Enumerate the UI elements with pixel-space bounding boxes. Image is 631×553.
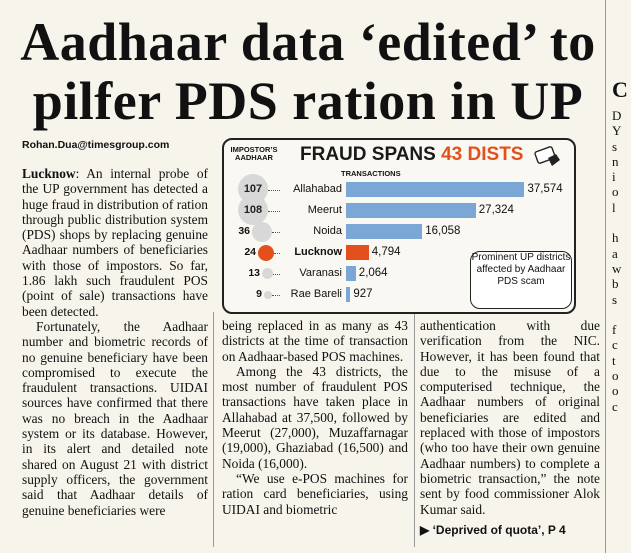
transactions-header: TRANSACTIONS xyxy=(341,169,401,178)
paragraph: Among the 43 districts, the most number … xyxy=(222,363,408,471)
headline-line2: pilfer PDS ration in UP xyxy=(32,71,584,131)
district-label: Rae Bareli xyxy=(290,288,342,300)
transaction-bar xyxy=(346,245,369,260)
connector-line xyxy=(268,210,280,212)
paragraph: “We use e-POS machines for ration card b… xyxy=(222,470,408,517)
adjacent-article-letter: f xyxy=(612,322,617,338)
column-rule xyxy=(605,0,606,553)
byline: Rohan.Dua@timesgroup.com xyxy=(22,139,170,151)
district-label: Lucknow xyxy=(294,246,342,258)
impostor-count-label: 13 xyxy=(248,267,260,279)
adjacent-article-letter xyxy=(612,307,631,322)
district-label: Varanasi xyxy=(299,267,342,279)
adjacent-article-letter: n xyxy=(612,153,619,169)
transaction-bar xyxy=(346,287,351,302)
adjacent-article-letter xyxy=(612,215,631,230)
dateline: Lucknow xyxy=(22,166,76,181)
transaction-bar xyxy=(346,203,476,218)
chart-title: FRAUD SPANS 43 DISTS xyxy=(300,144,524,165)
adjacent-article-letter: i xyxy=(612,169,616,185)
column-rule xyxy=(414,312,415,547)
adjacent-article-letter: s xyxy=(612,138,618,154)
adjacent-article-letter: o xyxy=(612,368,619,384)
column-3: authentication with due verification fro… xyxy=(420,318,600,538)
column-1: Lucknow: An internal probe of the UP gov… xyxy=(22,166,208,518)
transaction-bar xyxy=(346,224,423,239)
headline-line1: Aadhaar data ‘edited’ to xyxy=(20,12,596,72)
chart-note: Prominent UP districts affected by Aadha… xyxy=(470,251,572,309)
adjacent-article-letter: Y xyxy=(612,123,622,139)
transaction-value-label: 4,794 xyxy=(371,246,401,258)
chart-area: Allahabad 37,574 107 Meerut 27,324 108 Noida 16… xyxy=(224,140,574,312)
connector-line xyxy=(272,231,280,233)
adjacent-article-letter: a xyxy=(612,245,618,261)
impostor-count-bubble xyxy=(264,290,272,299)
arrow-icon: ▶ xyxy=(420,522,430,537)
column-rule xyxy=(213,312,214,547)
impostor-count-bubble xyxy=(252,221,272,242)
adjacent-article-letter: C xyxy=(612,82,628,102)
paragraph: authentication with due verification fro… xyxy=(420,318,600,517)
impostor-count-bubble xyxy=(262,268,273,279)
connector-line xyxy=(268,189,280,191)
paragraph: Lucknow: An internal probe of the UP gov… xyxy=(22,166,208,319)
connector-line xyxy=(273,273,280,275)
ration-card-icon xyxy=(532,144,562,168)
adjacent-article-letter: t xyxy=(612,352,616,368)
adjacent-article-letter: b xyxy=(612,276,619,292)
transaction-value-label: 27,324 xyxy=(478,204,514,216)
transaction-value-label: 16,058 xyxy=(425,225,461,237)
adjacent-article-letter: w xyxy=(612,260,622,276)
adjacent-article-letter: l xyxy=(612,199,616,215)
connector-line xyxy=(272,294,280,296)
district-label: Noida xyxy=(313,225,342,237)
chart-box: IMPOSTOR’S AADHAAR FRAUD SPANS 43 DISTS … xyxy=(222,138,576,314)
adjacent-article-letter: s xyxy=(612,291,618,307)
adjacent-article-letter: h xyxy=(612,230,619,246)
impostor-aadhaar-header: IMPOSTOR’S AADHAAR xyxy=(230,145,278,162)
impostor-count-label: 9 xyxy=(256,288,262,300)
transaction-value-label: 927 xyxy=(353,288,373,300)
connector-line xyxy=(274,252,280,254)
district-label: Meerut xyxy=(307,204,342,216)
column-2: being replaced in as many as 43 district… xyxy=(222,318,408,517)
adjacent-article-letter: o xyxy=(612,383,619,399)
adjacent-article-letter: c xyxy=(612,398,618,414)
adjacent-article-letter: D xyxy=(612,108,622,123)
paragraph: being replaced in as many as 43 district… xyxy=(222,318,408,364)
jump-line: ▶ ‘Deprived of quota’, P 4 xyxy=(420,522,566,537)
adjacent-article-letter: o xyxy=(612,184,619,200)
transaction-bar xyxy=(346,266,356,281)
impostor-count-bubble: 108 xyxy=(238,195,268,225)
adjacent-article-letter: c xyxy=(612,337,618,353)
impostor-count-label: 36 xyxy=(238,225,250,237)
transaction-value-label: 37,574 xyxy=(527,183,563,195)
district-label: Allahabad xyxy=(293,183,342,195)
paragraph: Fortunately, the Aadhaar number and biom… xyxy=(22,318,208,518)
impostor-count-label: 24 xyxy=(244,246,256,258)
transaction-bar xyxy=(346,182,525,197)
transaction-value-label: 2,064 xyxy=(358,267,388,279)
impostor-count-bubble xyxy=(258,244,274,261)
